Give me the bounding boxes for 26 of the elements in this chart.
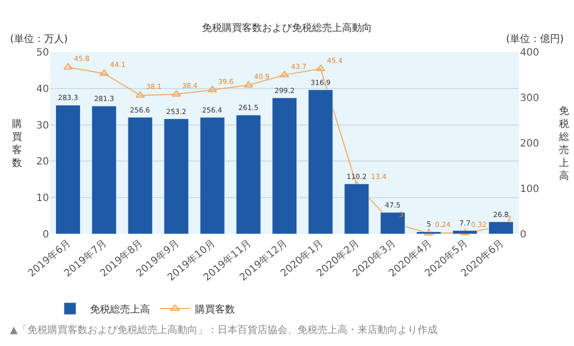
text: (単位：億円) (506, 33, 564, 45)
point (99, 69, 109, 76)
text: ▲「免税購買客数および免税総売上高動向」：日本百貨店協会、免税売上高・来店動向より作成 (10, 324, 438, 336)
point (172, 90, 181, 97)
legend-label: 購買客数 (195, 303, 235, 316)
point (280, 70, 290, 78)
point (63, 63, 73, 70)
y-axis-title: 購買客数 (12, 118, 22, 169)
y2-tick-label: 400 (520, 48, 540, 58)
chart-title: 免税購買客数および免税総売上高動向 (202, 22, 372, 34)
y-tick-label: 0 (42, 230, 49, 240)
y2-tick-label: 200 (520, 138, 540, 150)
point (316, 64, 326, 72)
y-tick-label: 10 (36, 193, 49, 204)
y2-tick-label: 100 (520, 184, 540, 195)
y2-tick-label: 0 (520, 230, 526, 240)
point (208, 86, 217, 92)
y2-axis-title: 免税総売上高 (558, 105, 569, 182)
point (136, 91, 145, 98)
y-tick-label: 30 (36, 120, 49, 132)
text: (単位：万人) (10, 33, 68, 45)
y-tick-label: 40 (36, 84, 49, 95)
legend-label: 免税総売上高 (90, 303, 150, 316)
y2-tick-label: 300 (520, 93, 540, 104)
y-tick-label: 20 (36, 156, 49, 168)
y-tick-label: 50 (36, 48, 49, 58)
